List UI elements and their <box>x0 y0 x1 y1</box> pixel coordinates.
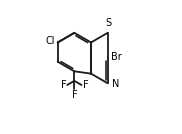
Text: S: S <box>105 18 111 28</box>
Text: F: F <box>61 80 66 90</box>
Text: N: N <box>112 79 119 89</box>
Text: F: F <box>72 90 77 100</box>
Text: F: F <box>82 80 88 90</box>
Text: Cl: Cl <box>46 36 55 46</box>
Text: Br: Br <box>111 52 122 62</box>
